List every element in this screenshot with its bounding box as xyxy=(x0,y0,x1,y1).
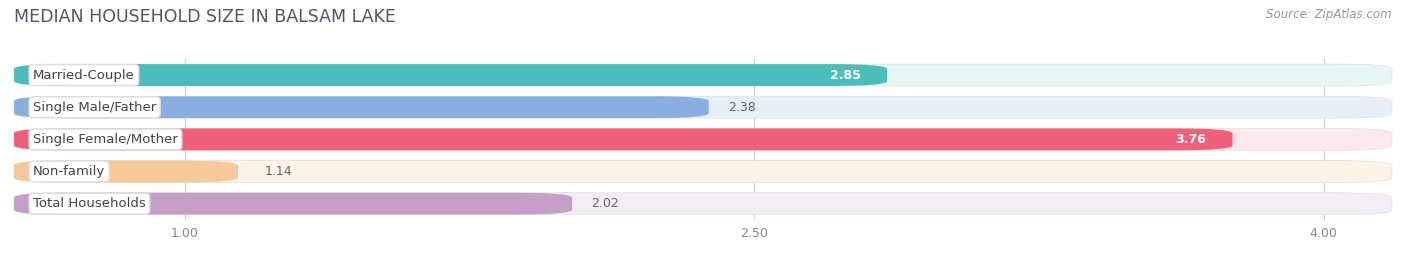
Text: Source: ZipAtlas.com: Source: ZipAtlas.com xyxy=(1267,8,1392,21)
Text: Single Male/Father: Single Male/Father xyxy=(32,101,156,114)
FancyBboxPatch shape xyxy=(14,128,1392,150)
Text: Non-family: Non-family xyxy=(32,165,105,178)
Text: 2.85: 2.85 xyxy=(830,69,860,81)
Text: Single Female/Mother: Single Female/Mother xyxy=(32,133,179,146)
Text: Married-Couple: Married-Couple xyxy=(32,69,135,81)
FancyBboxPatch shape xyxy=(14,161,238,183)
Text: 1.14: 1.14 xyxy=(264,165,292,178)
Text: 3.76: 3.76 xyxy=(1175,133,1206,146)
FancyBboxPatch shape xyxy=(14,64,887,86)
Text: Total Households: Total Households xyxy=(32,197,146,210)
FancyBboxPatch shape xyxy=(14,161,1392,183)
Text: 2.38: 2.38 xyxy=(728,101,755,114)
FancyBboxPatch shape xyxy=(14,193,1392,215)
Text: MEDIAN HOUSEHOLD SIZE IN BALSAM LAKE: MEDIAN HOUSEHOLD SIZE IN BALSAM LAKE xyxy=(14,8,396,26)
FancyBboxPatch shape xyxy=(14,193,572,215)
FancyBboxPatch shape xyxy=(14,96,709,118)
Text: 2.02: 2.02 xyxy=(591,197,619,210)
FancyBboxPatch shape xyxy=(14,64,1392,86)
FancyBboxPatch shape xyxy=(14,128,1233,150)
FancyBboxPatch shape xyxy=(14,96,1392,118)
